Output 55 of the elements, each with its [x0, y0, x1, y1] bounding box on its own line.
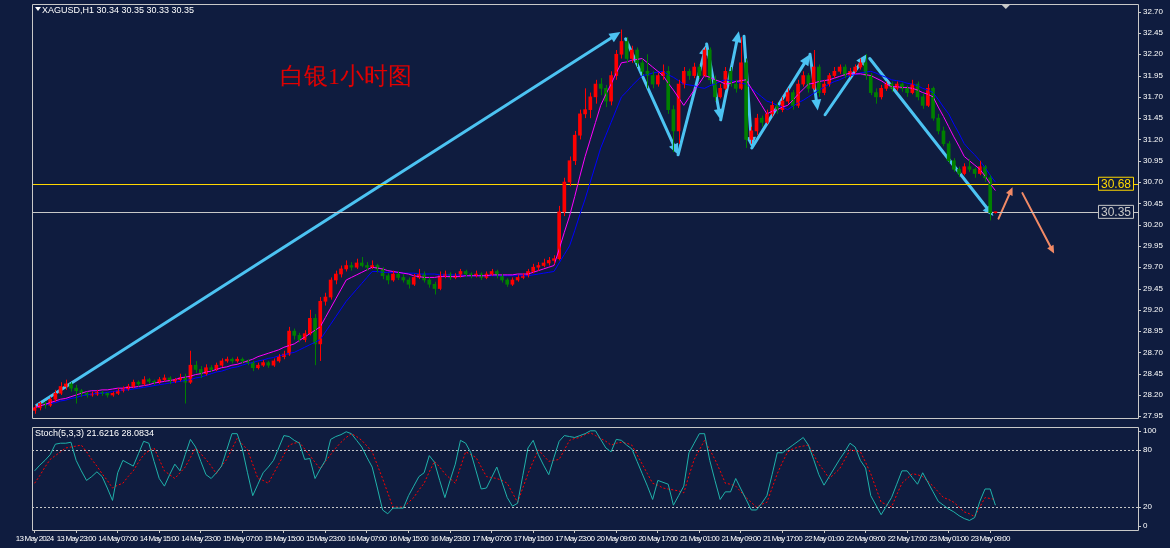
y-tick-label: 20 [1143, 502, 1153, 512]
x-tick-label: 16 May 15:00 [389, 534, 430, 544]
x-tick-label: 16 May 23:00 [430, 534, 471, 544]
y-tick-label: 32.45 [1143, 28, 1164, 38]
x-tick-label: 15 May 07:00 [222, 534, 264, 544]
y-tick-label: 30.70 [1143, 177, 1164, 187]
x-tick-label: 14 May 07:00 [98, 534, 139, 544]
candlestick [209, 364, 214, 373]
y-tick-label: 32.70 [1143, 6, 1164, 16]
x-tick-label: 21 May 09:00 [721, 534, 762, 544]
y-tick-label: 31.95 [1143, 70, 1164, 80]
x-tick-label: 13 May 2024 [15, 534, 55, 544]
x-tick-label: 15 May 23:00 [305, 534, 347, 544]
y-tick-label: 31.20 [1143, 134, 1164, 144]
x-tick-label: 14 May 23:00 [181, 534, 222, 544]
y-tick-label: 29.70 [1143, 262, 1164, 272]
y-tick-label: 32.20 [1143, 49, 1164, 59]
x-tick-label: 15 May 15:00 [264, 534, 305, 544]
ref-line-label: 30.68 [1100, 176, 1132, 191]
x-tick-label: 20 May 17:00 [638, 534, 679, 544]
x-tick-label: 22 May 09:00 [846, 534, 887, 544]
x-tick-label: 23 May 01:00 [929, 534, 970, 544]
y-tick-label: 28.45 [1143, 368, 1164, 378]
x-tick-label: 22 May 01:00 [804, 534, 845, 544]
y-tick-label: 80 [1143, 445, 1153, 455]
annotation: XAGUSD,H1 30.34 30.35 30.33 30.35 [42, 5, 195, 16]
x-tick-label: 23 May 09:00 [970, 534, 1011, 544]
y-tick-label: 27.95 [1143, 411, 1164, 421]
ref-line-label: 30.35 [1100, 204, 1132, 219]
y-tick-label: 30.95 [1143, 155, 1164, 165]
x-tick-label: 17 May 07:00 [472, 534, 513, 544]
y-tick-label: 28.20 [1143, 390, 1164, 400]
x-tick-label: 17 May 23:00 [555, 534, 596, 544]
y-tick-label: 29.95 [1143, 241, 1164, 251]
x-tick-label: 21 May 01:00 [679, 534, 721, 544]
y-tick-label: 31.70 [1143, 92, 1164, 102]
x-tick-label: 21 May 17:00 [763, 534, 804, 544]
candlestick [266, 360, 271, 369]
x-tick-label: 16 May 07:00 [347, 534, 388, 544]
y-tick-label: 29.20 [1143, 305, 1164, 315]
y-tick-label: 30.20 [1143, 219, 1164, 229]
x-tick-label: 13 May 23:00 [56, 534, 97, 544]
y-tick-label: 31.45 [1143, 113, 1164, 123]
x-tick-label: 17 May 15:00 [513, 534, 554, 544]
x-tick-label: 14 May 15:00 [139, 534, 181, 544]
text: 白银1小时图 [280, 62, 412, 90]
x-tick-label: 20 May 09:00 [596, 534, 638, 544]
y-tick-label: 28.70 [1143, 347, 1164, 357]
y-tick-label: 30.45 [1143, 198, 1164, 208]
y-tick-label: 0 [1143, 521, 1148, 531]
annotation: Stoch(5,3,3) 21.6216 28.0834 [35, 428, 155, 439]
x-tick-label: 22 May 17:00 [887, 534, 928, 544]
y-tick-label: 28.95 [1143, 326, 1164, 336]
y-tick-label: 29.45 [1143, 283, 1164, 293]
y-tick-label: 100 [1143, 426, 1157, 436]
